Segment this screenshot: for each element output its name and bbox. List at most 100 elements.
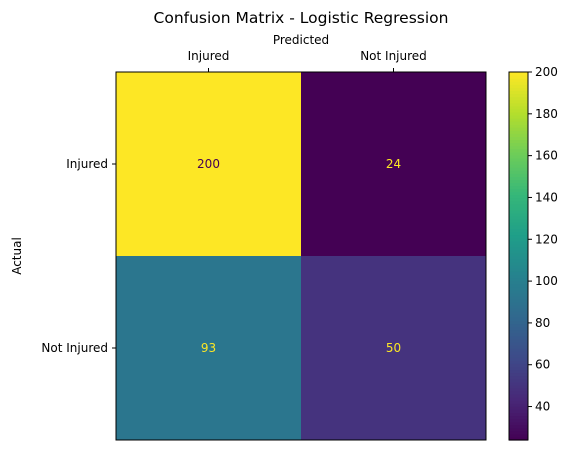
colorbar-segment-1	[509, 433, 528, 438]
colorbar: 40 60 80 100 120 140 160 180 200	[508, 65, 558, 441]
colorbar-segment-91	[509, 157, 528, 162]
colorbar-segment-37	[509, 323, 528, 328]
colorbar-segment-4	[509, 424, 528, 429]
colorbar-segment-49	[509, 286, 528, 291]
colorbar-segment-111	[509, 96, 528, 101]
colorbar-segment-31	[509, 341, 528, 346]
colorbar-segment-51	[509, 280, 528, 285]
colorbar-segment-5	[509, 421, 528, 426]
colorbar-segment-2	[509, 430, 528, 435]
colorbar-segment-110	[509, 99, 528, 104]
colorbar-segment-108	[509, 105, 528, 110]
colorbar-segment-27	[509, 354, 528, 358]
colorbar-segment-98	[509, 136, 528, 141]
colorbar-segment-86	[509, 173, 528, 177]
colorbar-segment-60	[509, 252, 528, 257]
colorbar-segment-44	[509, 302, 528, 306]
colorbar-segment-95	[509, 145, 528, 150]
colorbar-segment-0	[509, 436, 528, 441]
colorbar-segment-46	[509, 295, 528, 300]
colorbar-segment-15	[509, 390, 528, 395]
colorbar-segment-65	[509, 237, 528, 242]
cell-label-1-0: 93	[201, 341, 216, 355]
colorbar-segment-100	[509, 130, 528, 134]
colorbar-segment-47	[509, 292, 528, 297]
colorbar-segment-81	[509, 188, 528, 193]
colorbar-frame	[508, 71, 529, 441]
colorbar-segment-74	[509, 210, 528, 214]
colorbar-segment-79	[509, 194, 528, 199]
colorbar-segment-105	[509, 114, 528, 119]
colorbar-segment-52	[509, 277, 528, 282]
colorbar-segment-61	[509, 249, 528, 254]
colorbar-segment-23	[509, 366, 528, 371]
colorbar-segment-48	[509, 289, 528, 294]
colorbar-segment-89	[509, 164, 528, 168]
x-axis-label: Predicted	[273, 33, 329, 47]
colorbar-segment-112	[509, 93, 528, 98]
cell-label-1-1: 50	[386, 341, 401, 355]
colorbar-segment-58	[509, 259, 528, 263]
colorbar-segment-72	[509, 216, 528, 220]
colorbar-segment-38	[509, 320, 528, 325]
colorbar-segment-34	[509, 332, 528, 337]
colorbar-segment-107	[509, 108, 528, 113]
colorbar-segment-106	[509, 111, 528, 116]
colorbar-segment-77	[509, 200, 528, 205]
colorbar-segment-18	[509, 381, 528, 386]
colorbar-segment-83	[509, 182, 528, 187]
colorbar-segment-68	[509, 228, 528, 233]
colorbar-segment-94	[509, 148, 528, 153]
y-tick-label-1: Not Injured	[41, 341, 108, 355]
chart-title: Confusion Matrix - Logistic Regression	[154, 9, 449, 27]
colorbar-segment-90	[509, 160, 528, 165]
x-tick-label-1: Not Injured	[360, 49, 427, 63]
colorbar-segment-28	[509, 351, 528, 355]
colorbar-segment-8	[509, 412, 528, 417]
colorbar-segment-104	[509, 118, 528, 122]
colorbar-segment-53	[509, 274, 528, 279]
colorbar-tick-label-3: 100	[535, 274, 558, 288]
colorbar-segment-50	[509, 283, 528, 288]
colorbar-segment-16	[509, 387, 528, 392]
colorbar-segment-14	[509, 394, 528, 398]
cell-0-0	[116, 72, 302, 257]
colorbar-segment-80	[509, 191, 528, 196]
colorbar-segment-69	[509, 225, 528, 229]
colorbar-segment-78	[509, 197, 528, 202]
colorbar-tick-label-8: 200	[535, 65, 558, 79]
colorbar-segment-7	[509, 415, 528, 420]
colorbar-segment-20	[509, 375, 528, 380]
colorbar-segment-82	[509, 185, 528, 190]
cell-1-1	[301, 256, 487, 441]
colorbar-segment-55	[509, 268, 528, 272]
x-ticks: Injured Not Injured	[188, 49, 427, 72]
colorbar-segment-30	[509, 344, 528, 349]
colorbar-segment-35	[509, 329, 528, 334]
colorbar-tick-label-0: 40	[535, 400, 550, 414]
colorbar-segment-33	[509, 335, 528, 340]
colorbar-segment-32	[509, 338, 528, 343]
cell-label-0-1: 24	[386, 157, 401, 171]
colorbar-segment-93	[509, 151, 528, 156]
colorbar-segment-73	[509, 213, 528, 217]
matrix-cells	[116, 72, 487, 441]
colorbar-segment-67	[509, 231, 528, 236]
colorbar-segment-62	[509, 246, 528, 251]
colorbar-segment-25	[509, 360, 528, 364]
colorbar-tick-label-2: 80	[535, 316, 550, 330]
x-tick-label-0: Injured	[188, 49, 230, 63]
colorbar-segment-12	[509, 400, 528, 404]
y-ticks: Injured Not Injured	[41, 157, 116, 355]
colorbar-segment-39	[509, 317, 528, 321]
colorbar-segment-42	[509, 308, 528, 312]
colorbar-segment-99	[509, 133, 528, 137]
colorbar-segment-40	[509, 314, 528, 318]
colorbar-segment-10	[509, 406, 528, 410]
colorbar-segment-11	[509, 403, 528, 407]
colorbar-segment-6	[509, 418, 528, 423]
colorbar-segment-92	[509, 154, 528, 159]
colorbar-segment-76	[509, 203, 528, 208]
colorbar-segment-13	[509, 397, 528, 401]
